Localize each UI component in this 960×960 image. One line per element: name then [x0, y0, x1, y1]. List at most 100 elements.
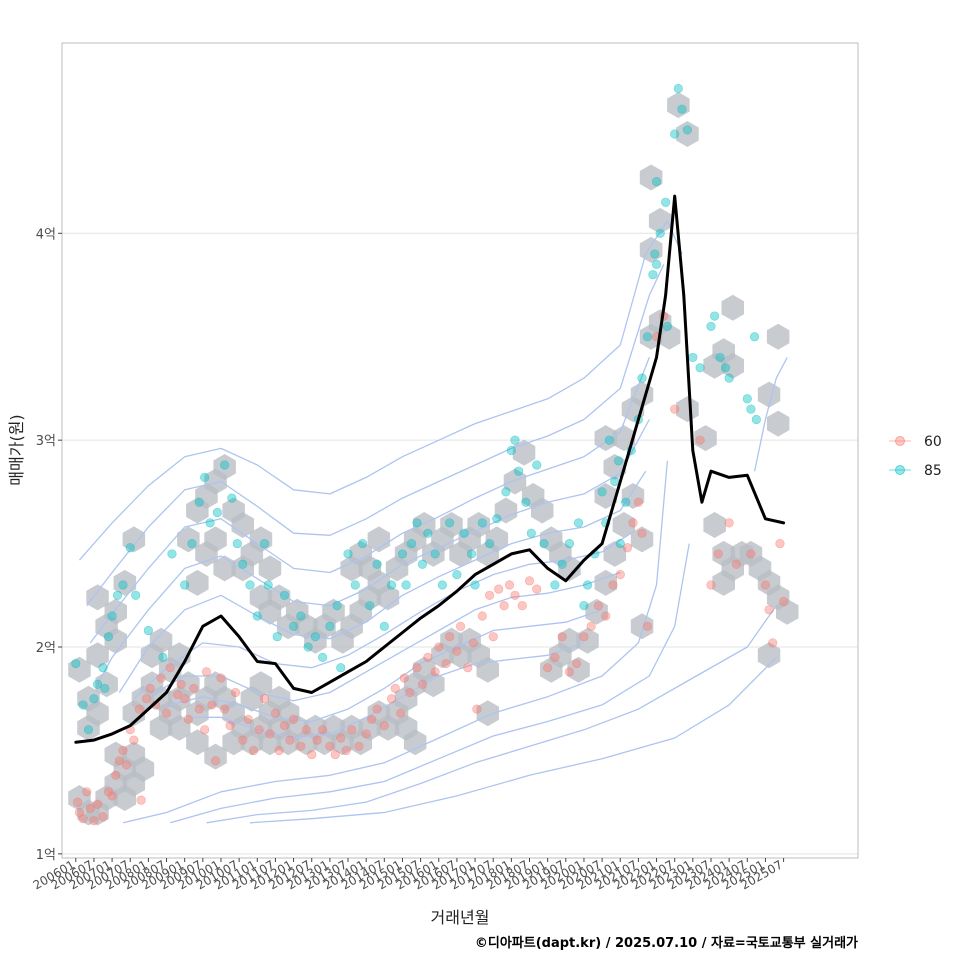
hexbin-cell [721, 294, 744, 321]
point-60 [417, 679, 428, 689]
point-85 [100, 683, 110, 693]
hexbin-cell [186, 729, 209, 756]
point-85 [724, 373, 734, 383]
point-60 [249, 745, 259, 756]
point-60 [180, 694, 190, 704]
point-60 [122, 760, 132, 770]
point-85 [637, 373, 647, 383]
hexbin-cell [249, 671, 273, 698]
trend-line-layer [74, 194, 786, 744]
point-85 [357, 538, 368, 549]
point-85 [167, 549, 177, 559]
hexbin-cell [403, 729, 427, 756]
point-60 [472, 704, 482, 714]
point-85 [406, 538, 417, 549]
point-60 [225, 721, 235, 731]
point-60 [396, 708, 406, 718]
point-60 [633, 497, 644, 507]
point-85 [118, 580, 128, 590]
point-85 [470, 580, 480, 590]
point-85 [200, 472, 210, 482]
point-85 [521, 497, 531, 507]
hexbin-cell [757, 381, 781, 408]
density-contours [78, 220, 788, 824]
hexbin-cell [612, 425, 636, 452]
point-85 [746, 404, 756, 414]
point-60 [85, 803, 95, 813]
point-60 [318, 725, 328, 735]
point-60 [347, 725, 357, 735]
point-85 [423, 528, 433, 538]
x-axis-title: 거래년월 [431, 908, 490, 927]
point-85 [604, 435, 614, 445]
point-85 [397, 549, 408, 559]
point-60 [543, 663, 553, 673]
point-60 [550, 652, 560, 662]
hexbin-cell [195, 540, 218, 567]
y-axis-title: 매매가(원) [7, 414, 26, 485]
point-85 [89, 694, 99, 704]
point-60 [477, 611, 487, 621]
hexbin-cell [630, 526, 654, 553]
point-85 [582, 580, 593, 590]
point-85 [742, 394, 752, 404]
point-85 [372, 559, 382, 569]
point-60 [78, 814, 88, 824]
point-85 [445, 518, 455, 528]
point-85 [715, 352, 725, 363]
point-85 [621, 497, 631, 507]
point-85 [325, 621, 335, 631]
point-85 [194, 497, 204, 507]
hexbin-cell [68, 656, 91, 683]
point-60 [134, 704, 144, 714]
density-contour [89, 357, 650, 644]
hexbin-cell [440, 512, 463, 538]
point-85 [597, 487, 607, 497]
hexbin-cell [766, 410, 790, 437]
point-85 [610, 476, 620, 487]
point-60 [156, 673, 166, 683]
point-85 [296, 611, 306, 621]
point-85 [288, 621, 299, 631]
hexbin-cell [213, 454, 236, 480]
density-contour [86, 264, 665, 606]
point-60 [601, 611, 611, 621]
point-60 [593, 601, 604, 611]
point-60 [379, 721, 389, 731]
point-60 [98, 812, 108, 822]
hexbin-cell [594, 483, 617, 509]
point-60 [430, 667, 440, 677]
point-85 [187, 538, 197, 549]
point-60 [172, 689, 183, 700]
density-contour [191, 642, 585, 739]
point-85 [220, 460, 230, 470]
trend-line [74, 194, 786, 744]
point-85 [252, 611, 262, 621]
point-60 [778, 596, 789, 607]
point-85 [71, 658, 81, 669]
hexbin-cell [658, 323, 681, 350]
source-caption: ©디아파트(dapt.kr) / 2025.07.10 / 자료=국토교통부 실… [475, 935, 858, 951]
hexbin-cell [576, 627, 599, 654]
legend-key-60 [895, 436, 905, 446]
hexbin-cell [567, 656, 590, 683]
point-60 [220, 704, 230, 714]
legend-key-85 [895, 465, 905, 475]
point-85 [401, 580, 411, 590]
point-85 [303, 642, 313, 652]
point-85 [350, 580, 360, 590]
point-60 [423, 652, 433, 662]
point-60 [165, 663, 175, 673]
point-60 [628, 518, 638, 528]
point-60 [441, 658, 451, 669]
hexbin-cell [612, 512, 636, 538]
density-contour [148, 571, 621, 702]
point-60 [412, 663, 422, 673]
y-axis: 1억 2억 3억 4억 [36, 227, 62, 863]
point-60 [642, 621, 653, 631]
density-contour [753, 357, 788, 472]
point-85 [550, 580, 560, 590]
point-60 [73, 797, 83, 807]
hexbin-cell [476, 700, 499, 727]
